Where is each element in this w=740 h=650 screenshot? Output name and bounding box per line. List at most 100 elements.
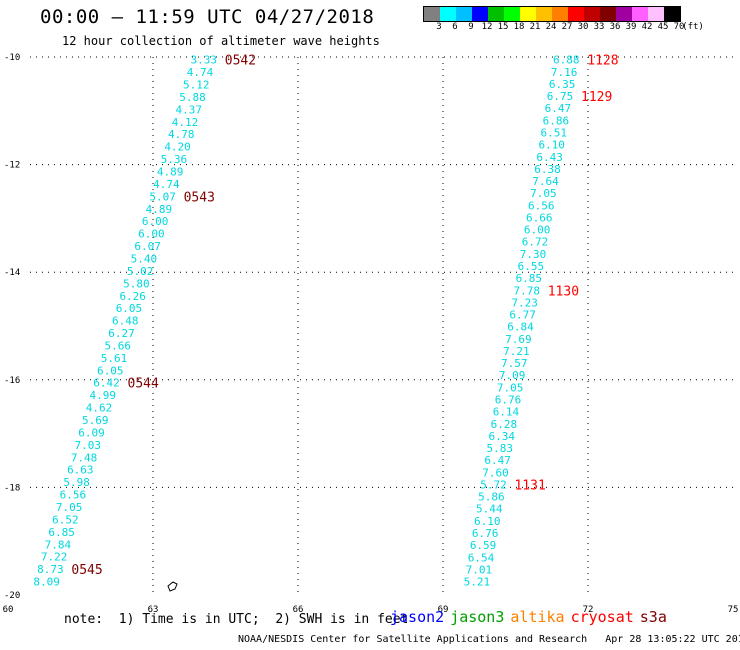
wave-height-value: 6.84	[507, 321, 534, 334]
map-subtitle: 12 hour collection of altimeter wave hei…	[62, 34, 380, 48]
wave-height-value: 7.01	[466, 563, 493, 576]
wave-height-value: 7.16	[551, 66, 578, 79]
latitude-tick-label: -20	[4, 591, 20, 601]
wave-height-value: 6.76	[495, 394, 522, 407]
wave-height-value: 6.86	[543, 114, 570, 127]
legend-entry: cryosat	[570, 608, 634, 626]
wave-height-value: 5.40	[131, 252, 158, 265]
wave-height-value: 8.73	[37, 563, 64, 576]
wave-height-value: 7.05	[530, 187, 557, 200]
color-swatch	[648, 7, 664, 21]
legend-entry: jason3	[450, 608, 505, 626]
pass-time-label: 0544	[128, 377, 159, 392]
wave-height-value: 7.64	[532, 175, 559, 188]
wave-height-value: 6.48	[112, 315, 139, 328]
color-scale-label: 21	[529, 22, 541, 32]
wave-height-value: 6.34	[489, 430, 516, 443]
color-scale-bar	[423, 6, 681, 22]
wave-height-value: 4.89	[157, 166, 184, 179]
wave-height-value: 6.47	[545, 102, 572, 115]
color-scale-label: 33	[593, 22, 605, 32]
wave-height-value: 8.09	[33, 576, 60, 589]
wave-height-value: 6.63	[67, 464, 94, 477]
wave-height-value: 5.72	[480, 478, 507, 491]
color-scale-label: 42	[641, 22, 653, 32]
wave-height-value: 4.74	[153, 178, 180, 191]
wave-height-value: 5.88	[179, 91, 206, 104]
pass-time-label: 1130	[548, 284, 579, 299]
pass-time-label: 0542	[225, 54, 256, 69]
wave-height-value: 6.56	[60, 489, 87, 502]
latitude-tick-label: -18	[4, 483, 20, 493]
wave-height-value: 7.57	[501, 357, 528, 370]
color-swatch	[616, 7, 632, 21]
wave-height-value: 5.66	[104, 339, 131, 352]
wave-height-value: 6.05	[97, 364, 124, 377]
wave-height-value: 4.37	[176, 103, 203, 116]
wave-height-value: 7.22	[41, 551, 68, 564]
units-note: note: 1) Time is in UTC; 2) SWH is in fe…	[64, 612, 409, 627]
wave-height-value: 7.69	[505, 333, 532, 346]
longitude-tick-label: 66	[293, 605, 304, 615]
wave-height-value: 6.54	[468, 551, 495, 564]
longitude-tick-label: 63	[148, 605, 159, 615]
wave-height-value: 7.03	[75, 439, 102, 452]
color-swatch	[632, 7, 648, 21]
wave-height-value: 6.56	[528, 199, 555, 212]
wave-height-value: 7.60	[482, 466, 509, 479]
longitude-tick-label: 75	[728, 605, 739, 615]
wave-height-value: 6.75	[547, 90, 574, 103]
wave-height-value: 6.00	[142, 215, 169, 228]
color-swatch	[424, 7, 440, 21]
wave-height-value: 5.98	[63, 476, 90, 489]
color-scale-label: (ft)	[682, 22, 704, 32]
wave-height-value: 6.51	[541, 127, 568, 140]
latitude-tick-label: -10	[4, 53, 20, 63]
wave-height-value: 6.35	[549, 78, 576, 91]
wave-height-value: 4.74	[187, 66, 214, 79]
wave-height-value: 6.38	[534, 163, 561, 176]
wave-height-value: 6.09	[78, 426, 105, 439]
color-scale-label: 30	[577, 22, 589, 32]
longitude-tick-label: 69	[438, 605, 449, 615]
wave-height-value: 7.05	[497, 381, 524, 394]
color-swatch	[456, 7, 472, 21]
wave-height-value: 5.61	[101, 352, 128, 365]
wave-height-value: 6.05	[116, 302, 143, 315]
legend-entry: altika	[510, 608, 565, 626]
pass-time-label: 0543	[184, 190, 215, 205]
color-swatch	[536, 7, 552, 21]
latitude-tick-label: -12	[4, 161, 20, 171]
wave-height-value: 6.85	[48, 526, 75, 539]
color-scale-label: 24	[545, 22, 557, 32]
wave-height-value: 6.88	[553, 54, 580, 67]
color-scale-label: 39	[625, 22, 637, 32]
color-swatch	[664, 7, 680, 21]
latitude-tick-label: -16	[4, 376, 20, 386]
wave-height-value: 6.76	[472, 527, 499, 540]
wave-height-value: 7.84	[45, 538, 72, 551]
wave-height-value: 7.48	[71, 451, 98, 464]
wave-height-value: 6.27	[108, 327, 135, 340]
map-title: 00:00 – 11:59 UTC 04/27/2018	[40, 6, 375, 28]
satellite-legend: jason2 jason3 altika cryosat s3a	[390, 608, 673, 626]
longitude-tick-label: 72	[583, 605, 594, 615]
longitude-tick-label: 60	[3, 605, 14, 615]
wave-height-value: 5.02	[127, 265, 154, 278]
wave-height-value: 6.52	[52, 513, 79, 526]
color-scale-label: 70	[673, 22, 685, 32]
color-swatch	[552, 7, 568, 21]
wave-height-value: 6.10	[474, 515, 501, 528]
wave-height-value: 6.26	[119, 290, 146, 303]
wave-height-value: 6.55	[518, 260, 545, 273]
wave-height-value: 7.09	[499, 369, 526, 382]
timestamp-text: Apr 28 13:05:22 UTC 2018	[605, 634, 740, 645]
wave-height-value: 6.42	[93, 377, 120, 390]
wave-height-value: 7.78	[513, 284, 540, 297]
wave-height-value: 6.14	[493, 406, 520, 419]
wave-height-value: 6.72	[522, 236, 549, 249]
wave-height-value: 7.30	[520, 248, 547, 261]
wave-height-value: 4.99	[90, 389, 117, 402]
wave-height-value: 3.33	[191, 54, 218, 67]
